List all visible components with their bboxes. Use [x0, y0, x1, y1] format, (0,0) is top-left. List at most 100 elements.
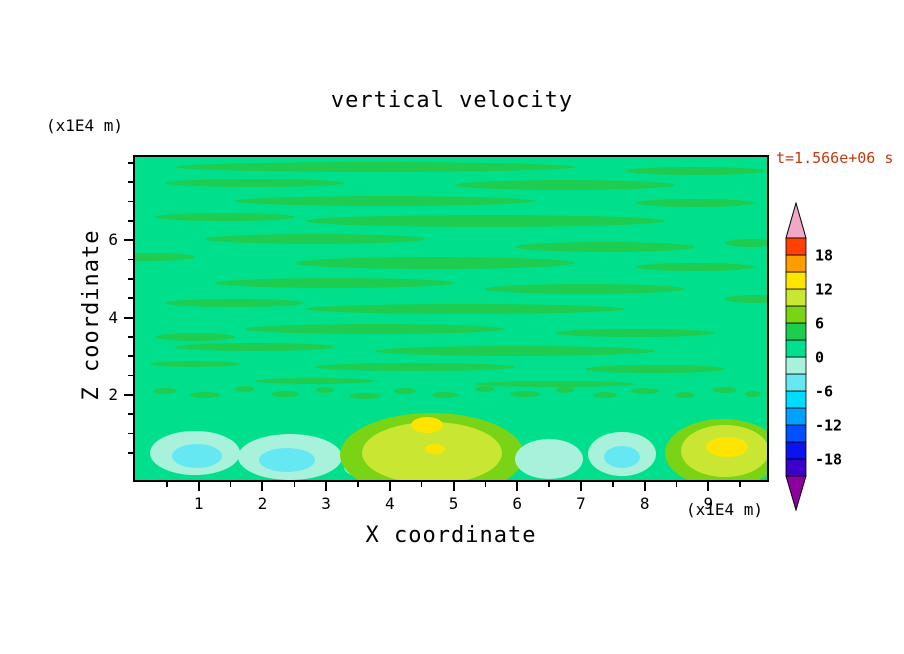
contour-field [135, 157, 767, 480]
x-major-tick [452, 482, 455, 491]
field-streak [475, 386, 495, 392]
field-streak [305, 215, 665, 227]
x-minor-tick [420, 482, 423, 487]
field-streak [631, 388, 659, 394]
field-streak [271, 391, 299, 397]
colorbar-tick-label: -6 [815, 383, 833, 401]
field-streak [295, 257, 575, 269]
field-streak [165, 299, 305, 307]
x-minor-tick [229, 482, 232, 487]
field-streak [375, 346, 655, 356]
colorbar-band [785, 288, 807, 307]
x-tick-label: 7 [576, 494, 586, 513]
x-minor-tick [357, 482, 359, 487]
y-tick-label: 4 [108, 307, 118, 327]
x-minor-tick [739, 482, 741, 487]
y-minor-tick [128, 162, 133, 164]
field-streak [150, 361, 240, 367]
field-streak [625, 167, 765, 175]
colorbar-band [785, 305, 807, 324]
x-minor-tick [612, 482, 614, 487]
x-tick-label: 9 [703, 494, 714, 513]
y-minor-tick [128, 297, 133, 299]
field-streak [432, 392, 458, 398]
field-streak [475, 381, 635, 387]
colorbar-tick-label: 6 [815, 315, 824, 333]
field-feature [411, 417, 443, 433]
field-streak [713, 387, 737, 393]
x-tick-label: 6 [512, 494, 523, 513]
field-streak [585, 365, 725, 373]
field-streak [315, 363, 515, 371]
field-streak [675, 392, 695, 398]
field-feature [172, 444, 222, 468]
y-major-tick [124, 239, 133, 242]
y-tick-label: 2 [108, 384, 118, 404]
colorbar-band [785, 237, 807, 256]
x-tick-label: 8 [639, 494, 650, 513]
y-minor-tick [128, 452, 133, 454]
colorbar-band [785, 441, 807, 460]
chart-title: vertical velocity [330, 88, 574, 113]
field-streak [235, 196, 535, 206]
colorbar-band [785, 322, 807, 341]
colorbar-tick-label: 12 [815, 281, 833, 299]
x-major-tick [707, 482, 710, 491]
y-minor-tick [128, 200, 133, 203]
field-feature [604, 446, 640, 468]
x-minor-tick [675, 482, 678, 487]
field-streak [593, 392, 617, 398]
x-major-tick [325, 482, 328, 491]
field-streak [485, 284, 685, 294]
y-axis-unit-label: (x1E4 m) [46, 116, 124, 135]
field-streak [135, 253, 195, 261]
y-minor-tick [128, 336, 133, 338]
y-major-tick [124, 393, 133, 396]
colorbar-band [785, 271, 807, 290]
x-major-tick [388, 482, 391, 491]
colorbar-band [785, 356, 807, 375]
x-tick-label: 3 [321, 494, 331, 513]
y-minor-tick [128, 413, 133, 415]
colorbar-band [785, 407, 807, 426]
y-minor-tick [128, 181, 133, 183]
field-streak [305, 304, 625, 314]
field-feature [425, 444, 445, 454]
field-streak [215, 278, 455, 288]
field-streak [175, 343, 335, 351]
field-streak [745, 391, 761, 397]
field-streak [725, 295, 767, 303]
time-annotation: t=1.566e+06 s [776, 149, 894, 167]
field-streak [155, 213, 295, 221]
y-major-tick [124, 316, 133, 319]
y-tick-label: 6 [108, 230, 118, 250]
field-streak [635, 263, 755, 271]
colorbar-tick-label: 18 [815, 247, 833, 265]
x-minor-tick [548, 482, 550, 487]
y-minor-tick [128, 355, 133, 357]
field-streak [510, 391, 540, 397]
x-major-tick [643, 482, 646, 491]
colorbar-band [785, 458, 807, 477]
colorbar-tick-label: 0 [815, 349, 824, 367]
colorbar-band [785, 373, 807, 392]
colorbar-band [785, 390, 807, 409]
field-feature [515, 439, 583, 479]
field-streak [165, 179, 345, 187]
colorbar-band [785, 254, 807, 273]
field-streak [245, 324, 505, 334]
colorbar-over-arrow [785, 202, 807, 239]
field-streak [394, 388, 416, 394]
colorbar-tick-label: -18 [815, 451, 842, 469]
x-axis-title: X coordinate [365, 523, 537, 548]
field-streak [205, 234, 425, 244]
field-streak [635, 199, 755, 207]
x-tick-label: 4 [385, 494, 395, 513]
colorbar-under-arrow [785, 475, 807, 512]
x-major-tick [579, 482, 582, 491]
x-major-tick [261, 482, 264, 491]
colorbar-band [785, 339, 807, 358]
field-streak [155, 333, 235, 341]
field-streak [455, 180, 675, 190]
